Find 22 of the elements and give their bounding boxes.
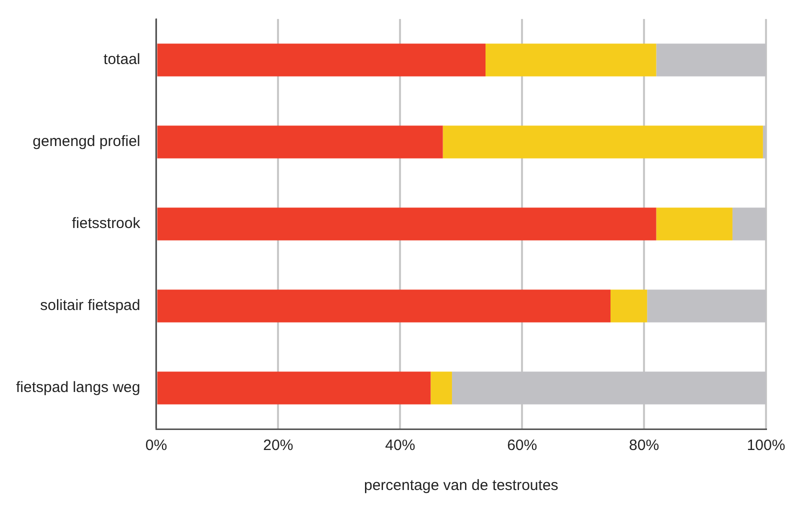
y-tick-label: totaal bbox=[104, 51, 140, 68]
bar bbox=[157, 290, 611, 322]
y-tick-label: fietspad langs weg bbox=[16, 379, 140, 396]
bar bbox=[157, 208, 656, 240]
x-tick-label: 80% bbox=[629, 437, 660, 454]
x-tick-label: 100% bbox=[746, 437, 786, 454]
y-tick-label: gemengd profiel bbox=[32, 133, 140, 150]
y-tick-label: fietsstrook bbox=[72, 215, 141, 232]
y-tick-label: solitair fietspad bbox=[40, 297, 140, 314]
bar bbox=[157, 44, 486, 76]
bar bbox=[656, 208, 732, 240]
bar bbox=[486, 44, 656, 76]
bar bbox=[157, 372, 431, 404]
x-axis-title: percentage van de testroutes bbox=[364, 477, 558, 494]
x-tick-label: 40% bbox=[385, 437, 416, 454]
x-tick-label: 0% bbox=[145, 437, 168, 454]
bar bbox=[610, 290, 648, 322]
x-tick-label: 20% bbox=[263, 437, 294, 454]
x-tick-label: 60% bbox=[507, 437, 538, 454]
bar bbox=[442, 126, 763, 158]
bar bbox=[157, 126, 443, 158]
bar bbox=[430, 372, 452, 404]
